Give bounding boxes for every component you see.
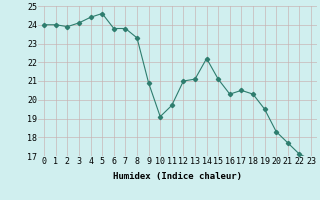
X-axis label: Humidex (Indice chaleur): Humidex (Indice chaleur) — [113, 172, 242, 181]
